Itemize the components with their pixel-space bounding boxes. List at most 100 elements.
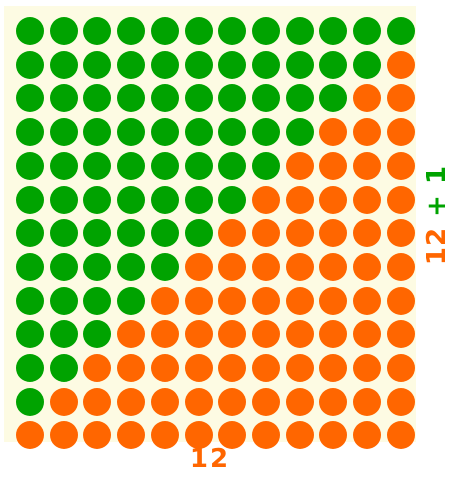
- green-dot: [117, 185, 146, 214]
- green-dot: [285, 17, 314, 45]
- orange-dot: [319, 421, 348, 450]
- green-dot: [49, 219, 78, 248]
- green-dot: [218, 84, 247, 113]
- orange-dot: [319, 219, 348, 248]
- orange-dot: [386, 118, 415, 147]
- green-dot: [184, 118, 213, 147]
- green-dot: [218, 50, 247, 79]
- orange-dot: [353, 387, 381, 416]
- orange-dot: [386, 50, 415, 79]
- orange-dot: [353, 185, 381, 214]
- orange-dot: [353, 354, 381, 382]
- orange-dot: [319, 320, 348, 349]
- orange-dot: [184, 320, 213, 349]
- orange-dot: [184, 387, 213, 416]
- green-dot: [49, 84, 78, 113]
- orange-dot: [117, 387, 146, 416]
- green-dot: [285, 50, 314, 79]
- green-dot: [49, 118, 78, 147]
- orange-dot: [150, 387, 179, 416]
- green-dot: [386, 17, 415, 45]
- green-dot: [285, 118, 314, 147]
- orange-dot: [218, 219, 247, 248]
- orange-dot: [150, 354, 179, 382]
- orange-dot: [353, 252, 381, 281]
- orange-dot: [386, 320, 415, 349]
- green-dot: [49, 354, 78, 382]
- orange-dot: [218, 387, 247, 416]
- green-dot: [16, 387, 44, 416]
- green-dot: [49, 50, 78, 79]
- orange-dot: [386, 151, 415, 180]
- dot-grid: [4, 6, 416, 450]
- orange-dot: [251, 421, 280, 450]
- green-dot: [251, 17, 280, 45]
- green-dot: [16, 84, 44, 113]
- orange-dot: [386, 286, 415, 315]
- green-dot: [218, 151, 247, 180]
- orange-dot: [49, 387, 78, 416]
- green-dot: [184, 17, 213, 45]
- orange-dot: [218, 354, 247, 382]
- orange-dot: [218, 286, 247, 315]
- green-dot: [319, 17, 348, 45]
- green-dot: [83, 17, 112, 45]
- orange-dot: [353, 151, 381, 180]
- side-label-one: 1: [422, 164, 451, 184]
- orange-dot: [285, 286, 314, 315]
- orange-dot: [251, 387, 280, 416]
- green-dot: [150, 17, 179, 45]
- green-dot: [16, 354, 44, 382]
- green-dot: [16, 252, 44, 281]
- orange-dot: [319, 354, 348, 382]
- green-dot: [184, 84, 213, 113]
- green-dot: [16, 185, 44, 214]
- green-dot: [16, 17, 44, 45]
- green-dot: [83, 118, 112, 147]
- orange-dot: [319, 185, 348, 214]
- orange-dot: [218, 320, 247, 349]
- green-dot: [49, 320, 78, 349]
- orange-dot: [251, 286, 280, 315]
- orange-dot: [353, 219, 381, 248]
- orange-dot: [353, 84, 381, 113]
- orange-dot: [386, 252, 415, 281]
- green-dot: [83, 185, 112, 214]
- green-dot: [49, 252, 78, 281]
- orange-dot: [184, 354, 213, 382]
- side-label-plus: +: [422, 194, 451, 217]
- orange-dot: [83, 387, 112, 416]
- green-dot: [184, 50, 213, 79]
- orange-dot: [184, 421, 213, 450]
- green-dot: [319, 50, 348, 79]
- green-dot: [117, 219, 146, 248]
- green-dot: [319, 84, 348, 113]
- orange-dot: [353, 286, 381, 315]
- orange-dot: [184, 286, 213, 315]
- orange-dot: [285, 219, 314, 248]
- orange-dot: [285, 320, 314, 349]
- orange-dot: [319, 286, 348, 315]
- green-dot: [150, 151, 179, 180]
- green-dot: [16, 151, 44, 180]
- green-dot: [218, 17, 247, 45]
- green-dot: [83, 84, 112, 113]
- green-dot: [150, 84, 179, 113]
- orange-dot: [319, 118, 348, 147]
- green-dot: [83, 50, 112, 79]
- green-dot: [117, 286, 146, 315]
- green-dot: [184, 219, 213, 248]
- orange-dot: [285, 252, 314, 281]
- green-dot: [117, 17, 146, 45]
- orange-dot: [150, 320, 179, 349]
- green-dot: [49, 286, 78, 315]
- green-dot: [16, 118, 44, 147]
- side-label-text: 12 + 1: [422, 164, 451, 265]
- green-dot: [49, 185, 78, 214]
- orange-dot: [218, 252, 247, 281]
- green-dot: [184, 151, 213, 180]
- orange-dot: [353, 320, 381, 349]
- orange-dot: [251, 185, 280, 214]
- green-dot: [49, 17, 78, 45]
- orange-dot: [319, 151, 348, 180]
